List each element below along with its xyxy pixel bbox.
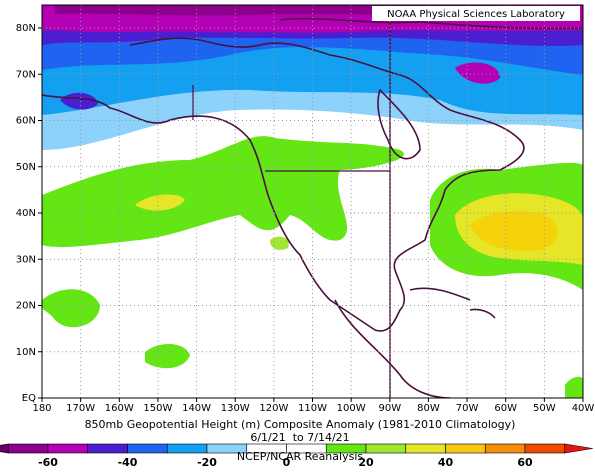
lat-label: 10N xyxy=(16,347,36,358)
credit-box xyxy=(372,6,580,21)
colorbar-tick-label: 20 xyxy=(358,456,374,469)
lon-label: 50W xyxy=(533,403,556,414)
lat-label: 60N xyxy=(16,116,36,127)
graticule xyxy=(38,5,584,402)
lon-label: 120W xyxy=(259,403,288,414)
colorbar-tick-label: 60 xyxy=(517,456,533,469)
lat-label: 30N xyxy=(16,254,36,265)
colorbar-swatch xyxy=(445,443,486,454)
credit: NOAA Physical Sciences Laboratory xyxy=(387,9,565,20)
colorbar-swatch xyxy=(484,443,526,454)
colorbar-swatch xyxy=(127,443,168,454)
lon-label: 100W xyxy=(337,403,366,414)
lon-label: 40W xyxy=(572,403,595,414)
lon-label: 160W xyxy=(105,403,134,414)
date-range: 6/1/21 to 7/14/21 xyxy=(250,431,349,444)
map-frame xyxy=(41,4,584,399)
lon-label: 70W xyxy=(456,403,479,414)
lat-label: EQ xyxy=(22,393,36,404)
colorbar-swatch xyxy=(405,443,446,454)
lon-label: 90W xyxy=(378,403,401,414)
colorbar-swatch xyxy=(365,443,407,454)
colorbar-high-arrow xyxy=(564,443,593,454)
lon-label: 60W xyxy=(494,403,517,414)
colorbar-swatch xyxy=(166,443,208,454)
title: 850mb Geopotential Height (m) Composite … xyxy=(85,418,516,431)
lon-label: 80W xyxy=(417,403,440,414)
colorbar-tick-label: -40 xyxy=(118,456,138,469)
lat-label: 70N xyxy=(16,69,36,80)
coastlines xyxy=(42,17,583,398)
lon-label: 150W xyxy=(143,403,172,414)
colorbar-swatch xyxy=(7,443,49,454)
lat-label: 80N xyxy=(16,23,36,34)
colorbar-tick-label: -20 xyxy=(197,456,217,469)
lon-label: 140W xyxy=(182,403,211,414)
colorbar-low-arrow xyxy=(0,443,9,454)
colorbar-tick-label: 40 xyxy=(438,456,454,469)
colorbar-swatch xyxy=(87,443,128,454)
lon-label: 170W xyxy=(66,403,95,414)
lon-label: 110W xyxy=(298,403,327,414)
colorbar-swatch xyxy=(47,443,89,454)
colorbar: -60 -40 -20 0 20 40 60 xyxy=(0,443,593,469)
source: NCEP/NCAR Reanalysis xyxy=(237,450,363,463)
lat-label: 20N xyxy=(16,301,36,312)
colorbar-swatch xyxy=(524,443,566,454)
lat-label: 50N xyxy=(16,162,36,173)
colorbar-tick-label: 0 xyxy=(283,456,291,469)
lon-label: 180 xyxy=(32,403,51,414)
lon-label: 130W xyxy=(221,403,250,414)
lat-label: 40N xyxy=(16,208,36,219)
colorbar-tick-label: -60 xyxy=(38,456,58,469)
